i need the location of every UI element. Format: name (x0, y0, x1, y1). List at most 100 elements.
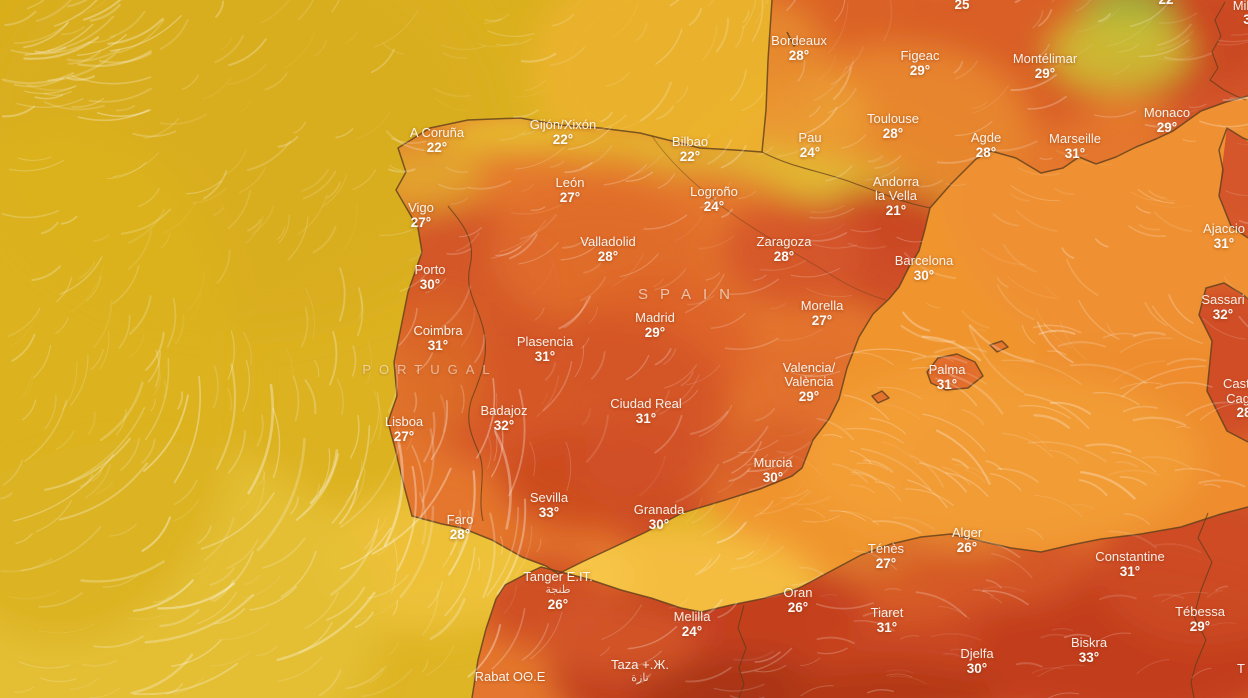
city-temperature: 28° (597, 249, 619, 264)
city-temperature: 31° (876, 620, 898, 635)
city-label-badajoz[interactable]: Badajoz 32° (481, 404, 528, 434)
city-label-vigo[interactable]: Vigo 27° (408, 201, 434, 231)
city-name: Toulouse (866, 111, 920, 126)
city-name: Badajoz (480, 403, 528, 418)
city-temperature: 30° (966, 661, 988, 676)
city-label-tiaret[interactable]: Tiaret 31° (871, 606, 904, 636)
city-name: Zaragoza (756, 234, 812, 249)
city-label-valladolid[interactable]: Valladolid 28° (580, 235, 635, 265)
city-name: Alger (951, 525, 983, 540)
city-name: Bilbao (671, 134, 709, 149)
city-label-pau[interactable]: Pau 24° (798, 131, 821, 161)
city-name: València (784, 374, 834, 389)
city-label-biskra[interactable]: Biskra 33° (1071, 636, 1107, 666)
city-label-murcia[interactable]: Murcia 30° (753, 456, 792, 486)
city-name: Palma (928, 362, 966, 377)
city-temperature: 27° (811, 313, 833, 328)
city-temperature: 26° (787, 600, 809, 615)
city-name: Tébessa (1175, 604, 1225, 619)
city-label-toulouse[interactable]: Toulouse 28° (867, 112, 919, 142)
city-temperature: 31° (635, 411, 657, 426)
city-name: Tanger Ε.ΙΤ. (523, 569, 593, 584)
city-name: Taza +.Ж. (611, 657, 669, 672)
city-temperature: 30° (913, 268, 935, 283)
city-label-morella[interactable]: Morella 27° (801, 299, 844, 329)
city-name: Vigo (408, 200, 434, 215)
city-label-figeac[interactable]: Figeac 29° (900, 49, 939, 79)
city-temperature: 24° (703, 199, 725, 214)
city-label-barcelona[interactable]: Barcelona 30° (895, 254, 954, 284)
city-label-constantine[interactable]: Constantine 31° (1095, 550, 1164, 580)
city-label-oran[interactable]: Oran 26° (784, 586, 813, 616)
city-name-arabic: طنجة (545, 584, 571, 596)
city-label-a-coruna[interactable]: A Coruña 22° (410, 126, 464, 156)
city-label-djelfa[interactable]: Djelfa 30° (960, 647, 993, 677)
city-name: Madrid (635, 310, 675, 325)
city-temperature: 27° (393, 429, 415, 444)
city-label-lisboa[interactable]: Lisboa 27° (385, 415, 423, 445)
city-label-bordeaux[interactable]: Bordeaux 28° (771, 34, 827, 64)
city-label-madrid[interactable]: Madrid 29° (635, 311, 675, 341)
city-label-sassari[interactable]: Sassari 32° (1201, 293, 1244, 323)
city-label-logrono[interactable]: Logroño 24° (690, 185, 738, 215)
city-label-melilla[interactable]: Melilla 24° (674, 610, 711, 640)
city-temperature: 29° (1156, 120, 1178, 135)
city-label-porto[interactable]: Porto 30° (414, 263, 445, 293)
city-name: Porto (414, 262, 446, 277)
city-label-monaco[interactable]: Monaco 29° (1144, 106, 1190, 136)
city-label-tenes[interactable]: Ténès 27° (868, 542, 904, 572)
city-label-andorra-la-vella[interactable]: Andorra la Vella 21° (873, 175, 919, 219)
city-label-alger[interactable]: Alger 26° (952, 526, 982, 556)
city-label-zaragoza[interactable]: Zaragoza 28° (757, 235, 812, 265)
city-temperature: 27° (410, 215, 432, 230)
city-temperature: 31° (1213, 236, 1235, 251)
city-label-valencia[interactable]: Valencia/València 29° (783, 361, 836, 405)
city-name: Melilla (673, 609, 711, 624)
city-label-montelimar[interactable]: Montélimar 29° (1013, 52, 1077, 82)
city-label-tebessa[interactable]: Tébessa 29° (1175, 605, 1225, 635)
city-temperature: 28° (788, 48, 810, 63)
city-label-ajaccio[interactable]: Ajaccio 31° (1203, 222, 1245, 252)
coastline-layer (387, 0, 1248, 698)
city-temperature: 31° (1119, 564, 1141, 579)
city-temperature: 29° (1189, 619, 1211, 634)
city-temperature: 29° (798, 389, 820, 404)
city-label-faro[interactable]: Faro 28° (447, 513, 474, 543)
city-name: Granada (633, 502, 685, 517)
city-label-bilbao[interactable]: Bilbao 22° (672, 135, 708, 165)
city-temperature: 24° (681, 624, 703, 639)
city-label-agde[interactable]: Agde 28° (971, 131, 1001, 161)
city-label-ciudad-real[interactable]: Ciudad Real 31° (610, 397, 682, 427)
city-name: Oran (783, 585, 813, 600)
city-label-palma[interactable]: Palma 31° (929, 363, 966, 393)
city-label-granada[interactable]: Granada 30° (634, 503, 685, 533)
city-name: Biskra (1070, 635, 1108, 650)
city-name: Valladolid (580, 234, 636, 249)
city-temperature: 22° (679, 149, 701, 164)
city-temperature: 31° (1064, 146, 1086, 161)
city-label-tanger[interactable]: Tanger Ε.ΙΤ. طنجة 26° (523, 570, 592, 613)
city-temperature: 29° (644, 325, 666, 340)
city-label-rabat[interactable]: Rabat ΟΘ.Ε (475, 670, 546, 684)
city-label-leon[interactable]: León 27° (556, 176, 585, 206)
city-label-plasencia[interactable]: Plasencia 31° (517, 335, 573, 365)
city-label-marseille[interactable]: Marseille 31° (1049, 132, 1101, 162)
city-name: Tiaret (870, 605, 904, 620)
city-temperature: 22° (426, 140, 448, 155)
city-name: Ciudad Real (610, 396, 682, 411)
city-name: Djelfa (960, 646, 994, 661)
city-name: Bordeaux (771, 33, 827, 48)
city-temperature: 26° (547, 597, 569, 612)
city-temperature: 31° (534, 349, 556, 364)
city-label-sevilla[interactable]: Sevilla 33° (530, 491, 568, 521)
city-label-taza[interactable]: Taza +.Ж. تازة (611, 658, 669, 685)
city-name: Sevilla (529, 490, 569, 505)
city-temperature: 28° (449, 527, 471, 542)
city-temperature: 22° (552, 132, 574, 147)
city-label-coimbra[interactable]: Coimbra 31° (413, 324, 462, 354)
city-label-gijon-xixon[interactable]: Gijón/Xixón 22° (530, 118, 596, 148)
country-border-layer (447, 1, 1247, 698)
